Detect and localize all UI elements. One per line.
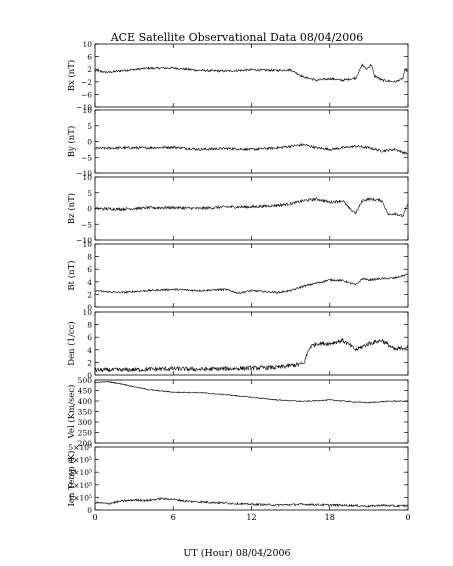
y-tick-label: 2 xyxy=(87,358,92,367)
y-tick-label: 450 xyxy=(78,387,93,396)
x-tick-label: 18 xyxy=(325,513,335,522)
panels-group: 10 6 2 −2 −6 −10 Bx (nT) 10 5 0 −5 −10 By (nT) 10 5 0 −5… xyxy=(66,40,409,515)
panel-2: 10 5 0 −5 −10 Bz (nT) xyxy=(66,173,409,245)
chart-title: ACE Satellite Observational Data 08/04/2… xyxy=(110,31,364,44)
panel-0: 10 6 2 −2 −6 −10 Bx (nT) xyxy=(66,40,409,112)
y-tick-label: 0 xyxy=(87,371,92,380)
y-tick-label: 2×10⁵ xyxy=(68,481,92,490)
y-tick-label: −10 xyxy=(76,169,92,178)
panel-3: 10 8 6 4 2 0 Bt (nT) xyxy=(66,240,409,312)
y-tick-label: 2 xyxy=(87,65,92,74)
y-tick-label: 5×10⁵ xyxy=(68,443,92,452)
x-tick-label: 0 xyxy=(405,513,410,522)
panel-frame xyxy=(94,243,409,308)
y-tick-label: 10 xyxy=(82,40,92,49)
y-tick-label: −6 xyxy=(81,90,92,99)
y-tick-label: 10 xyxy=(82,173,92,182)
y-tick-label: −10 xyxy=(76,236,92,245)
series-line xyxy=(94,380,409,404)
panel-frame xyxy=(94,379,409,444)
y-axis-title: Vel (Km/sec) xyxy=(66,385,77,440)
x-tick-label: 0 xyxy=(92,513,97,522)
y-tick-label: 8 xyxy=(87,253,92,262)
y-axis-title: Bx (nT) xyxy=(66,60,77,92)
y-tick-label: 250 xyxy=(78,429,93,438)
y-tick-label: 350 xyxy=(78,408,93,417)
y-tick-label: 0 xyxy=(87,205,92,214)
y-tick-label: −2 xyxy=(81,78,92,87)
y-axis-title: Ion Temp (K) xyxy=(66,451,77,507)
y-tick-label: 10 xyxy=(82,240,92,249)
y-tick-label: 2 xyxy=(87,290,92,299)
x-tick-label: 6 xyxy=(171,513,176,522)
series-line xyxy=(94,63,409,83)
y-tick-label: 10 xyxy=(82,308,92,317)
y-tick-label: 6 xyxy=(87,333,92,342)
series-line xyxy=(94,338,409,374)
series-line xyxy=(94,273,409,295)
y-tick-label: 4 xyxy=(87,278,92,287)
y-tick-label: 400 xyxy=(78,397,93,406)
panel-4: 10 8 6 4 2 0 Den (1/cc) xyxy=(66,308,409,380)
y-tick-label: 500 xyxy=(78,376,93,385)
y-tick-label: 0 xyxy=(87,138,92,147)
y-tick-label: 300 xyxy=(78,418,93,427)
y-tick-label: 1×10⁵ xyxy=(68,493,92,502)
series-line xyxy=(94,197,409,218)
y-tick-label: 6 xyxy=(87,265,92,274)
x-axis-tick-labels: 0 6 12 18 0 xyxy=(92,513,410,522)
panel-frame xyxy=(94,43,409,108)
y-tick-label: 200 xyxy=(78,439,93,448)
y-tick-label: 8 xyxy=(87,321,92,330)
y-axis-title: Bt (nT) xyxy=(66,260,77,290)
x-axis-title: UT (Hour) 08/04/2006 xyxy=(183,548,290,559)
y-tick-label: 5 xyxy=(87,122,92,131)
y-tick-label: 0 xyxy=(87,506,92,515)
y-tick-label: 4 xyxy=(87,346,92,355)
y-tick-label: −10 xyxy=(76,103,92,112)
series-line xyxy=(94,497,409,508)
y-tick-label: 6 xyxy=(87,53,92,62)
panel-1: 10 5 0 −5 −10 By (nT) xyxy=(66,106,409,178)
panel-frame xyxy=(94,109,409,174)
y-tick-label: 5 xyxy=(87,189,92,198)
y-tick-label: 0 xyxy=(87,303,92,312)
y-axis-title: Den (1/cc) xyxy=(66,321,77,365)
panel-frame xyxy=(94,311,409,376)
x-tick-label: 12 xyxy=(246,513,256,522)
y-tick-label: 4×10⁵ xyxy=(68,456,92,465)
series-line xyxy=(94,143,409,156)
y-tick-label: 10 xyxy=(82,106,92,115)
y-tick-label: −5 xyxy=(81,220,92,229)
y-axis-title: By (nT) xyxy=(66,126,77,158)
y-tick-label: −5 xyxy=(81,153,92,162)
panel-6: 5×10⁵ 4×10⁵ 3×10⁵ 2×10⁵ 1×10⁵ 0 Ion Temp (K) xyxy=(66,443,409,515)
y-axis-title: Bz (nT) xyxy=(66,193,77,224)
y-tick-label: 3×10⁵ xyxy=(68,468,92,477)
